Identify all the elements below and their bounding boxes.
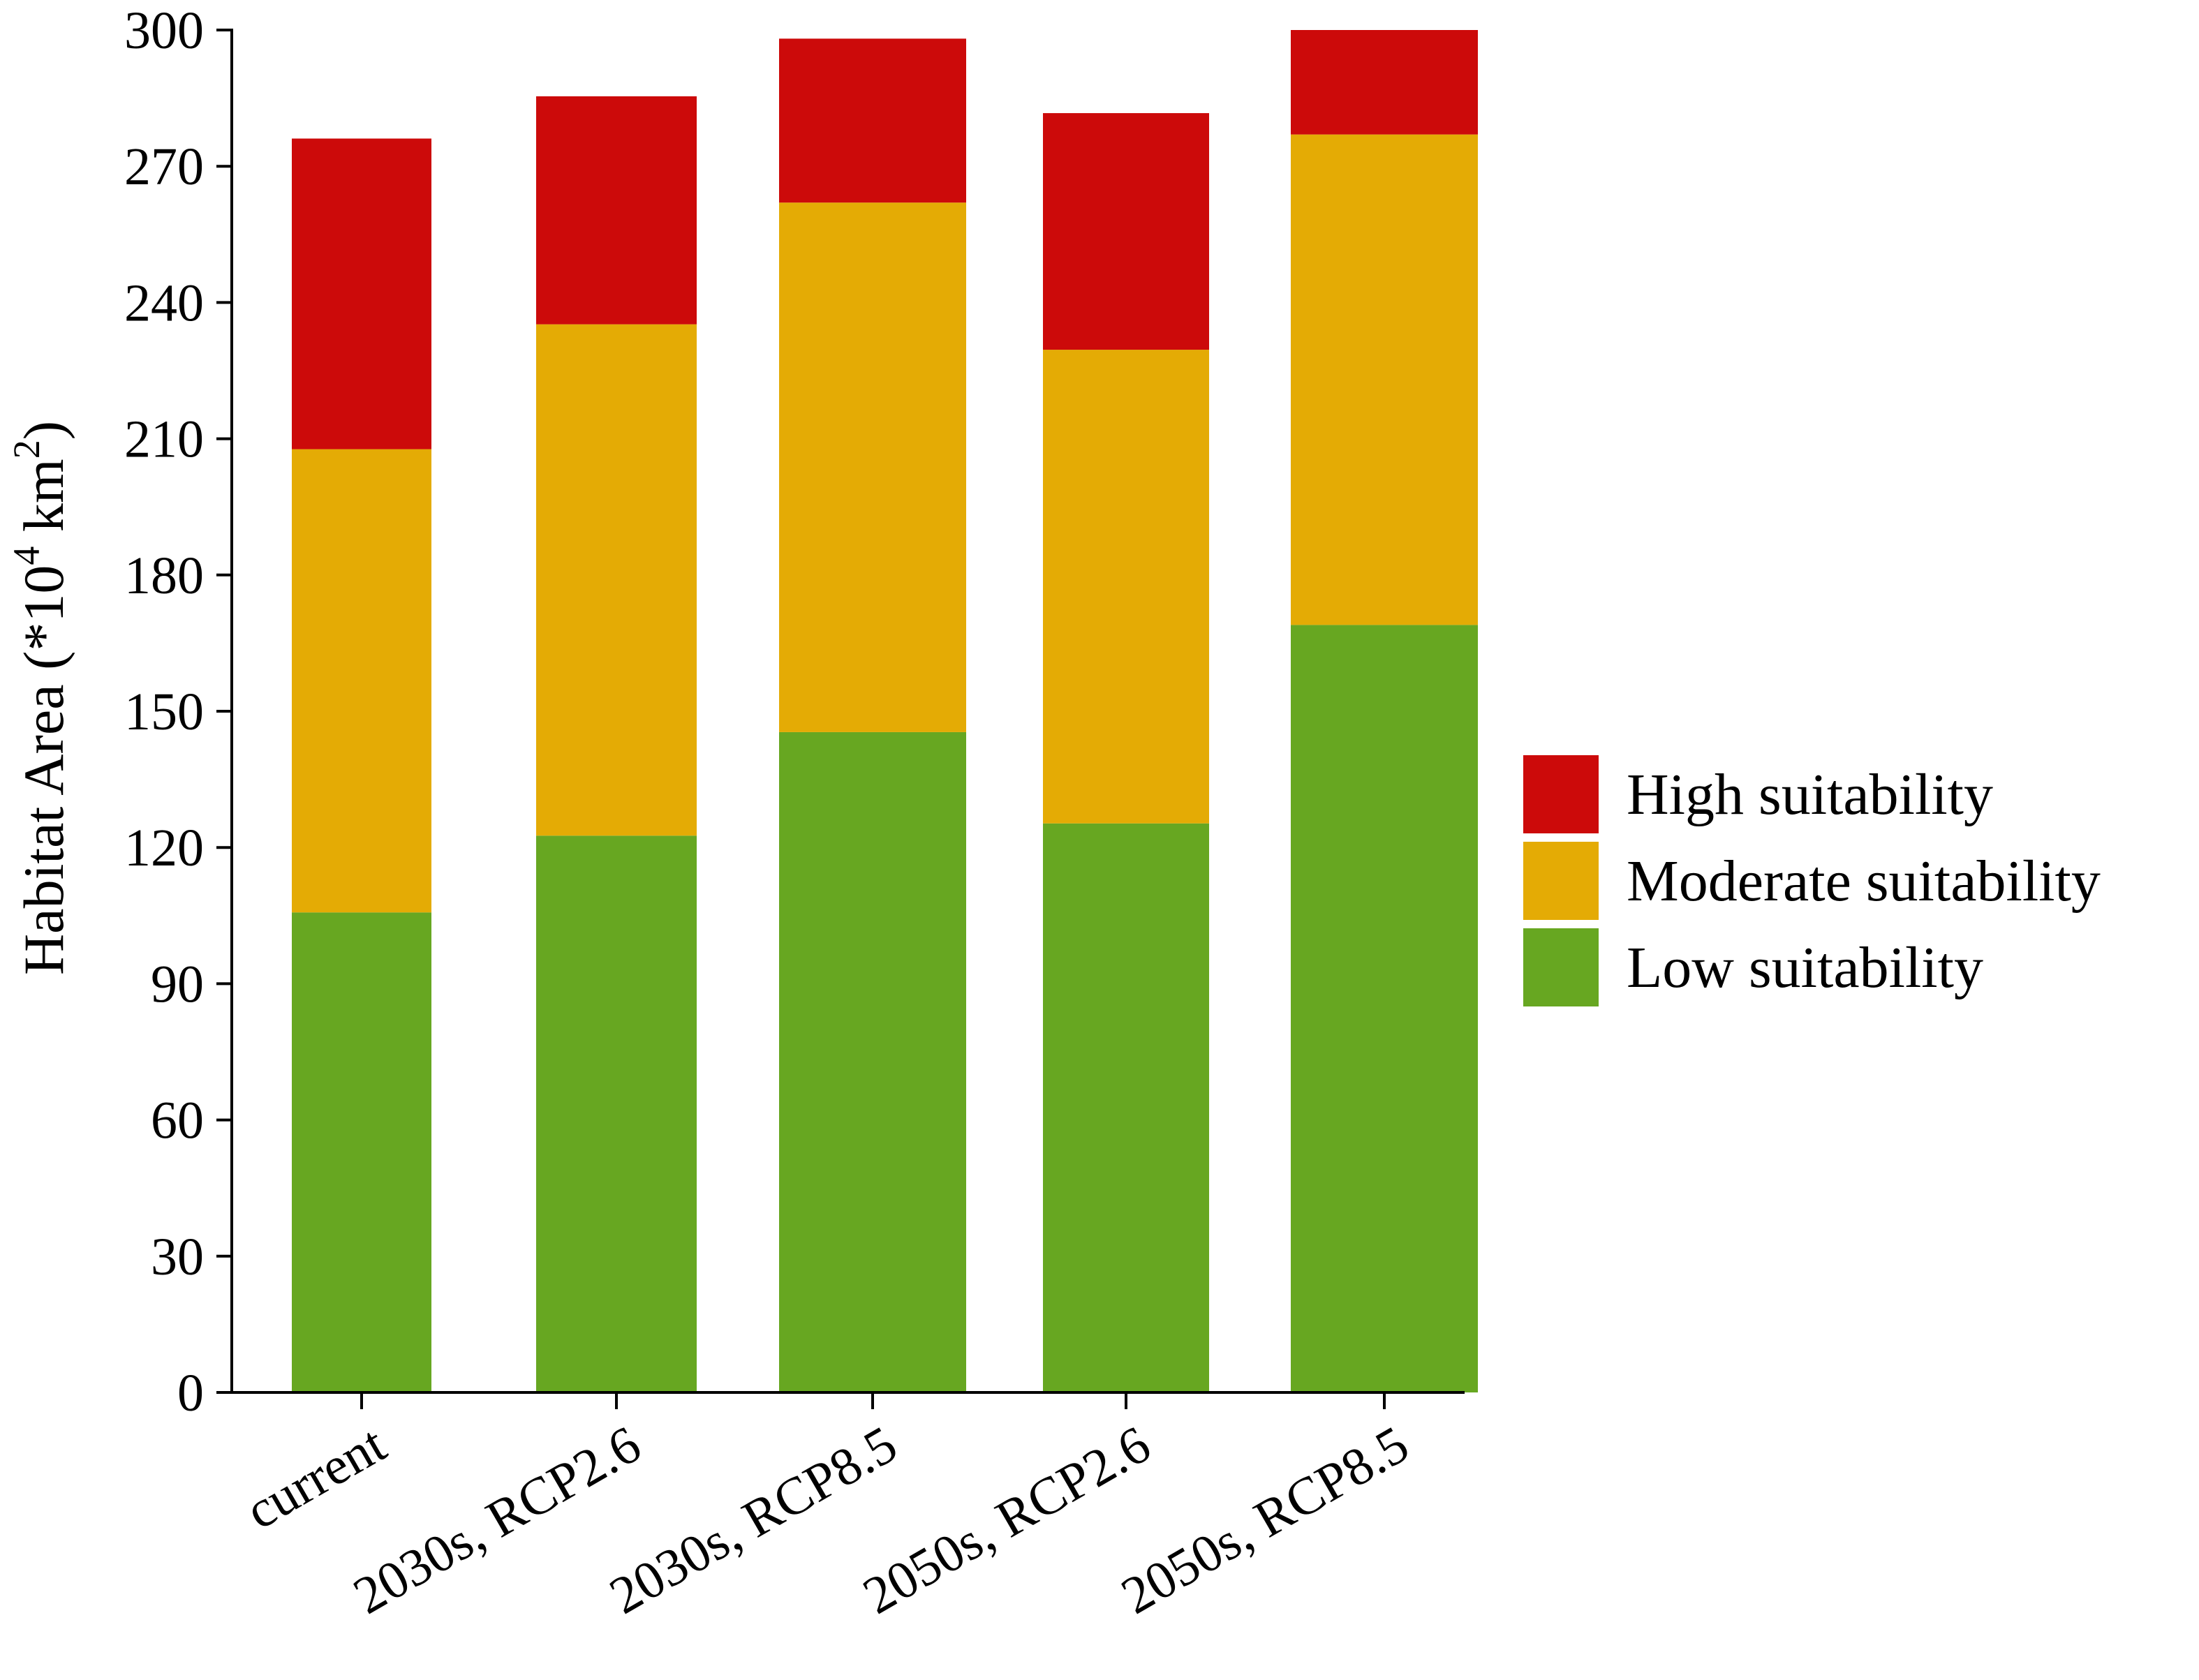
bar-low-suitability-2030s-rcp8-5 <box>779 731 966 1392</box>
bar-low-suitability-2050s-rcp2-6 <box>1043 823 1209 1392</box>
bar-moderate-suitability-2030s-rcp2-6 <box>536 324 697 836</box>
legend-swatch-high-suitability <box>1523 755 1599 833</box>
y-title-exponent-1: 4 <box>6 547 47 565</box>
bar-moderate-suitability-current <box>292 449 431 913</box>
legend-label-low-suitability: Low suitability <box>1627 935 1983 1000</box>
y-tick-label-0: 0 <box>177 1364 204 1422</box>
y-tick-label-240: 240 <box>124 274 204 332</box>
y-tick-label-270: 270 <box>124 137 204 196</box>
y-title-prefix: Habitat Area (*10 <box>12 565 75 975</box>
legend-label-moderate-suitability: Moderate suitability <box>1627 849 2101 914</box>
legend: High suitability Moderate suitability Low … <box>1523 755 2101 1006</box>
bar-high-suitability-2050s-rcp2-6 <box>1043 113 1209 350</box>
bar-moderate-suitability-2030s-rcp8-5 <box>779 202 966 732</box>
bar-high-suitability-2030s-rcp8-5 <box>779 38 966 203</box>
bar-high-suitability-2030s-rcp2-6 <box>536 96 697 325</box>
y-title-exponent-2: 2 <box>6 440 47 459</box>
bar-low-suitability-2050s-rcp8-5 <box>1291 625 1478 1393</box>
bars-layer <box>292 30 1478 1393</box>
y-tick-label-300: 300 <box>124 1 204 60</box>
y-ticks-layer: 0 30 60 90 120 150 180 210 240 270 300 <box>124 1 232 1422</box>
legend-label-high-suitability: High suitability <box>1627 762 1993 827</box>
bar-low-suitability-current <box>292 912 431 1392</box>
x-tick-label-2050s-rcp2-6: 2050s, RCP2.6 <box>854 1415 1160 1626</box>
y-tick-label-150: 150 <box>124 683 204 741</box>
bar-low-suitability-2030s-rcp2-6 <box>536 835 697 1392</box>
x-tick-label-2050s-rcp8-5: 2050s, RCP8.5 <box>1112 1415 1419 1626</box>
y-title-suffix: ) <box>12 421 75 440</box>
y-tick-label-90: 90 <box>151 955 204 1013</box>
legend-swatch-low-suitability <box>1523 928 1599 1006</box>
legend-swatch-moderate-suitability <box>1523 842 1599 920</box>
x-tick-label-2030s-rcp2-6: 2030s, RCP2.6 <box>344 1415 651 1626</box>
y-title-unit: km <box>12 459 75 546</box>
x-tick-label-current: current <box>236 1415 395 1540</box>
y-tick-label-60: 60 <box>151 1092 204 1150</box>
y-axis-title: Habitat Area (*104 km2) <box>6 421 75 975</box>
y-tick-label-30: 30 <box>151 1228 204 1286</box>
y-tick-label-120: 120 <box>124 819 204 877</box>
x-tick-label-2030s-rcp8-5: 2030s, RCP8.5 <box>600 1415 907 1626</box>
bar-high-suitability-current <box>292 138 431 449</box>
bar-moderate-suitability-2050s-rcp8-5 <box>1291 134 1478 625</box>
y-tick-label-210: 210 <box>124 410 204 469</box>
y-tick-label-180: 180 <box>124 547 204 605</box>
bar-high-suitability-2050s-rcp8-5 <box>1291 30 1478 135</box>
bar-moderate-suitability-2050s-rcp2-6 <box>1043 350 1209 824</box>
